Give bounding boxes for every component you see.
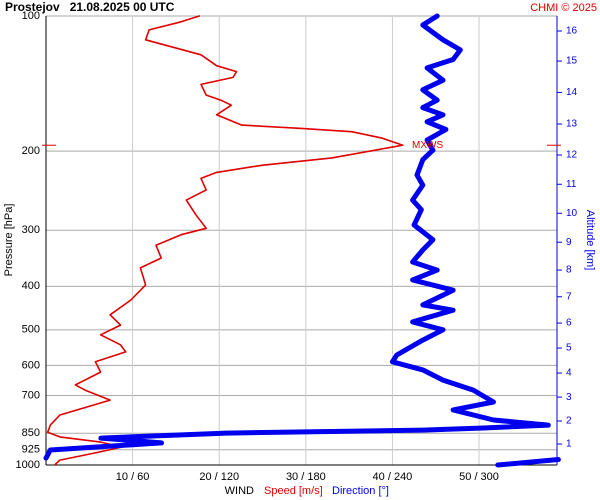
y-tick-label: 200 [22, 145, 40, 157]
x-tick-label: 40 / 240 [373, 471, 413, 483]
y-tick-label: 850 [22, 427, 40, 439]
x-tick-label: 10 / 60 [116, 471, 150, 483]
y2-tick-label: 1 [566, 439, 572, 450]
y-tick-label: 925 [22, 444, 40, 456]
y-axis-label: Pressure [hPa] [3, 204, 15, 277]
credit: CHMI © 2025 [530, 2, 597, 14]
y2-tick-label: 8 [566, 265, 572, 276]
y2-tick-label: 5 [566, 343, 572, 354]
y2-tick-label: 15 [566, 56, 578, 67]
y2-tick-label: 7 [566, 291, 572, 302]
y2-tick-label: 3 [566, 392, 572, 403]
legend-direction: Direction [°] [332, 485, 389, 497]
annotation: MXWS [412, 140, 443, 151]
y2-tick-label: 16 [566, 26, 578, 37]
speed-line [46, 15, 404, 466]
y2-tick-label: 4 [566, 368, 572, 379]
y2-tick-label: 11 [566, 179, 577, 190]
y2-tick-label: 6 [566, 318, 572, 329]
y2-tick-label: 12 [566, 150, 578, 161]
x-tick-label: 50 / 300 [459, 471, 499, 483]
y2-tick-label: 9 [566, 237, 572, 248]
y-tick-label: 1000 [16, 459, 40, 471]
y-tick-label: 500 [22, 324, 40, 336]
y-tick-label: 600 [22, 359, 40, 371]
y2-axis-label: Altitude [km] [584, 210, 596, 271]
y2-tick-label: 2 [566, 416, 572, 427]
y2-tick-label: 14 [566, 87, 578, 98]
y2-tick-label: 10 [566, 208, 578, 219]
x-tick-label: 30 / 180 [286, 471, 326, 483]
y-tick-label: 400 [22, 280, 40, 292]
y-tick-label: 100 [22, 10, 40, 22]
y-tick-label: 300 [22, 224, 40, 236]
chart-title: Prostejov 21.08.2025 00 UTC [5, 0, 175, 14]
direction-line [43, 13, 561, 468]
y-tick-label: 700 [22, 389, 40, 401]
x-tick-label: 20 / 120 [199, 471, 239, 483]
x-axis-label: WIND [225, 485, 254, 497]
legend-speed: Speed [m/s] [264, 485, 323, 497]
y2-tick-label: 13 [566, 119, 578, 130]
